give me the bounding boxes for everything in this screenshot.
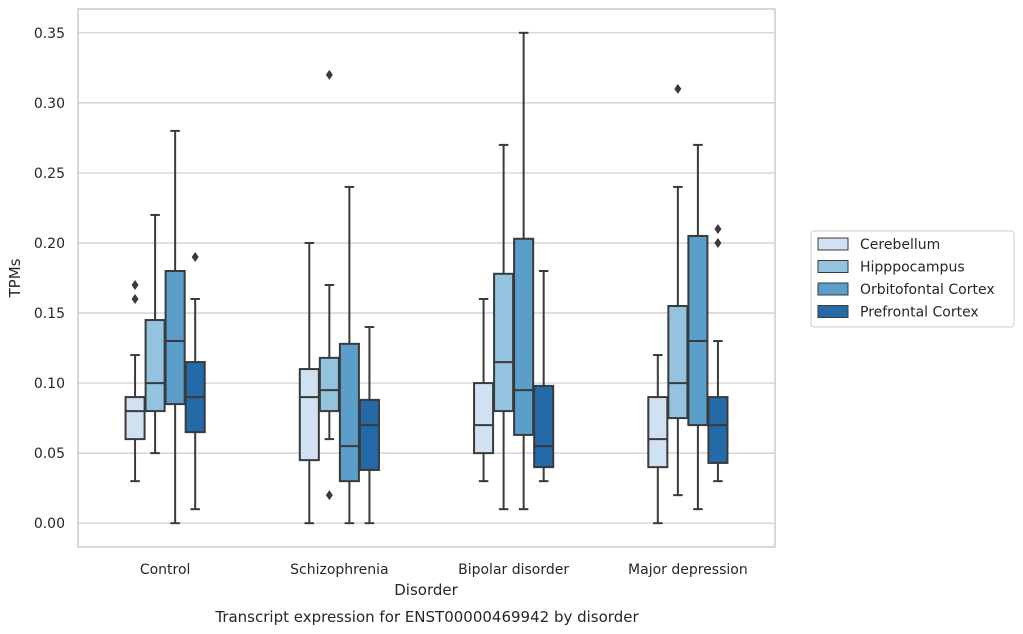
box-3-3 xyxy=(707,223,729,483)
box-body xyxy=(667,305,689,420)
y-tick-label: 0.30 xyxy=(34,96,65,112)
gridlines xyxy=(78,32,775,524)
y-tick-label: 0.25 xyxy=(34,166,65,182)
box-body xyxy=(358,398,380,471)
y-tick-label: 0.20 xyxy=(34,236,65,252)
box-3-1 xyxy=(358,326,380,525)
legend-label: Orbitofontal Cortex xyxy=(860,282,995,298)
legend-swatch xyxy=(817,237,849,251)
y-tick-label: 0.10 xyxy=(34,376,65,392)
box-1-3 xyxy=(667,83,689,497)
legend-label: Cerebellum xyxy=(860,237,940,253)
box-body xyxy=(647,396,669,469)
legend-swatch xyxy=(817,305,849,318)
outlier-point xyxy=(674,83,682,94)
x-tick-label: Bipolar disorder xyxy=(458,562,569,578)
x-axis-title: Disorder xyxy=(394,581,458,599)
box-body xyxy=(164,269,186,406)
outlier-point xyxy=(131,294,139,305)
legend-swatch xyxy=(817,260,849,273)
box-body xyxy=(707,396,729,464)
box-1-1 xyxy=(318,69,340,501)
x-tick-label: Schizophrenia xyxy=(290,562,388,578)
y-tick-label: 0.00 xyxy=(34,516,65,532)
box-3-0 xyxy=(184,251,206,511)
box-0-2 xyxy=(473,298,495,483)
box-2-0 xyxy=(164,129,186,525)
box-2-3 xyxy=(687,143,709,511)
y-axis-ticks: 0.00 0.05 0.10 0.15 0.20 0.25 0.30 0.35 xyxy=(34,26,65,532)
x-axis-ticks: Control Schizophrenia Bipolar disorder Majo… xyxy=(140,562,748,578)
legend-frame xyxy=(810,230,1015,328)
box-2-2 xyxy=(513,31,535,511)
x-tick-label: Control xyxy=(140,562,191,578)
box-0-1 xyxy=(298,241,320,525)
y-tick-label: 0.15 xyxy=(34,306,65,322)
x-tick-label: Major depression xyxy=(628,562,748,578)
box-body xyxy=(298,368,320,462)
box-body xyxy=(533,384,555,469)
box-0-0 xyxy=(124,280,146,483)
box-2-1 xyxy=(338,185,360,525)
plot-frame xyxy=(77,8,776,548)
legend: Cerebellum Hipppocampus Orbitofontal Corte… xyxy=(810,230,1015,328)
outlier-point xyxy=(191,251,199,262)
legend-swatch xyxy=(817,282,849,296)
box-1-0 xyxy=(144,213,166,455)
legend-label: Hipppocampus xyxy=(860,260,965,276)
box-3-2 xyxy=(533,269,555,483)
outlier-point xyxy=(714,237,722,248)
box-body xyxy=(493,272,515,413)
box-body xyxy=(687,234,709,427)
box-body xyxy=(513,237,535,436)
box-body xyxy=(338,342,360,483)
outlier-point xyxy=(325,490,333,501)
box-body xyxy=(318,356,340,413)
y-tick-label: 0.35 xyxy=(34,26,65,42)
y-axis-title: TPMs xyxy=(6,258,24,298)
box-0-3 xyxy=(647,354,669,525)
box-body xyxy=(473,382,495,455)
outlier-point xyxy=(131,280,139,291)
box-body xyxy=(124,396,146,441)
legend-items: Cerebellum Hipppocampus Orbitofontal Corte… xyxy=(817,237,995,321)
box-body xyxy=(144,319,166,413)
box-1-2 xyxy=(493,143,515,511)
legend-label: Prefrontal Cortex xyxy=(860,305,979,321)
box-series xyxy=(124,31,729,525)
outlier-point xyxy=(714,223,722,234)
outlier-point xyxy=(325,69,333,80)
figure-caption: Transcript expression for ENST0000046994… xyxy=(214,608,639,626)
y-tick-label: 0.05 xyxy=(34,446,65,462)
